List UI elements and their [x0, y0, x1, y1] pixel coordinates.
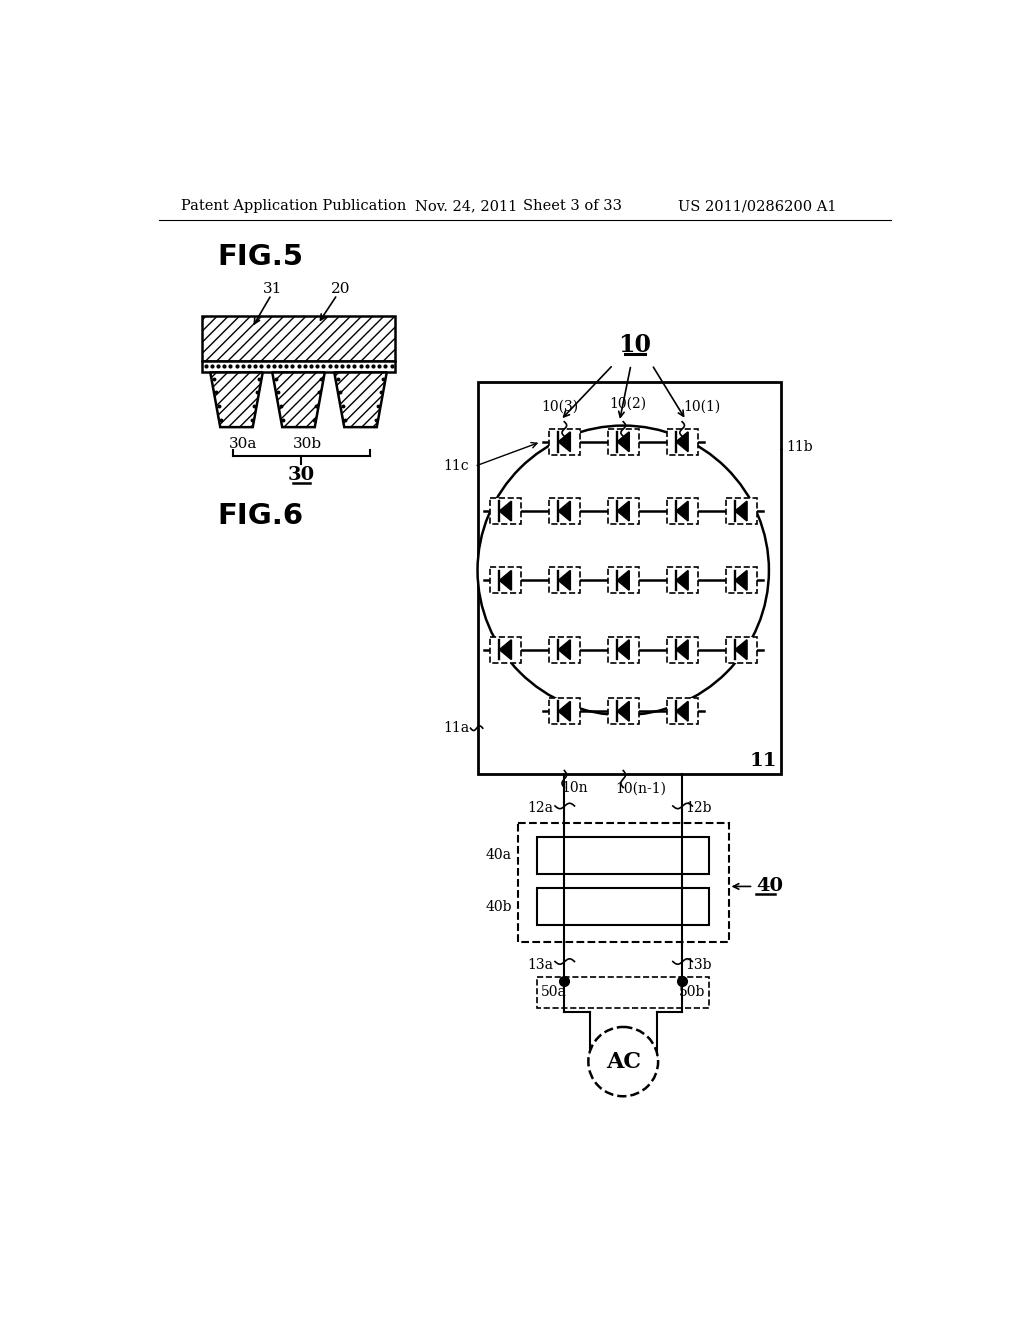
- Text: US 2011/0286200 A1: US 2011/0286200 A1: [678, 199, 837, 213]
- Text: Sheet 3 of 33: Sheet 3 of 33: [523, 199, 623, 213]
- Polygon shape: [617, 570, 629, 590]
- Text: 13a: 13a: [527, 958, 553, 973]
- Bar: [726, 636, 757, 663]
- Text: 10(1): 10(1): [684, 400, 721, 413]
- Bar: [518, 822, 729, 942]
- Bar: [607, 698, 639, 725]
- Text: FIG.6: FIG.6: [217, 503, 303, 531]
- Polygon shape: [500, 570, 511, 590]
- Polygon shape: [735, 570, 746, 590]
- Bar: [607, 429, 639, 455]
- Text: 12a: 12a: [527, 800, 553, 814]
- Text: 13b: 13b: [685, 958, 712, 973]
- Text: FIG.5: FIG.5: [217, 243, 303, 271]
- Polygon shape: [735, 502, 746, 521]
- Text: 31: 31: [263, 282, 283, 296]
- Text: 11: 11: [750, 751, 777, 770]
- Polygon shape: [676, 640, 688, 660]
- Bar: [667, 636, 697, 663]
- Text: 40: 40: [757, 878, 783, 895]
- Bar: [549, 429, 580, 455]
- Polygon shape: [558, 701, 570, 721]
- Bar: [607, 636, 639, 663]
- Polygon shape: [617, 701, 629, 721]
- Polygon shape: [500, 502, 511, 521]
- Bar: [549, 498, 580, 524]
- Bar: [726, 498, 757, 524]
- Bar: [726, 568, 757, 594]
- Polygon shape: [558, 640, 570, 660]
- Polygon shape: [617, 502, 629, 521]
- Bar: [549, 698, 580, 725]
- Polygon shape: [676, 570, 688, 590]
- Polygon shape: [334, 372, 387, 428]
- Bar: [667, 698, 697, 725]
- Bar: [489, 636, 521, 663]
- Bar: [489, 568, 521, 594]
- Text: 40b: 40b: [485, 900, 512, 913]
- Bar: [607, 568, 639, 594]
- Text: Patent Application Publication: Patent Application Publication: [180, 199, 407, 213]
- Polygon shape: [210, 372, 263, 428]
- Text: 50b: 50b: [679, 985, 706, 999]
- Bar: [607, 498, 639, 524]
- Text: 11c: 11c: [443, 459, 469, 474]
- Polygon shape: [676, 432, 688, 451]
- Bar: [202, 360, 395, 372]
- Bar: [549, 636, 580, 663]
- Text: 10(3): 10(3): [541, 400, 579, 413]
- Polygon shape: [558, 570, 570, 590]
- Polygon shape: [617, 432, 629, 451]
- Text: 20: 20: [332, 282, 351, 296]
- Text: 30a: 30a: [228, 437, 257, 451]
- Polygon shape: [676, 701, 688, 721]
- Text: 12b: 12b: [685, 800, 712, 814]
- Text: 50a: 50a: [541, 985, 567, 999]
- Text: 11b: 11b: [786, 440, 813, 454]
- Text: 10(n-1): 10(n-1): [615, 781, 667, 795]
- Polygon shape: [735, 640, 746, 660]
- Text: 30b: 30b: [293, 437, 323, 451]
- Polygon shape: [558, 502, 570, 521]
- Text: 10(2): 10(2): [609, 396, 646, 411]
- Text: AC: AC: [606, 1051, 641, 1073]
- Bar: [538, 888, 710, 925]
- Text: 40a: 40a: [485, 849, 512, 862]
- Polygon shape: [676, 502, 688, 521]
- Polygon shape: [617, 640, 629, 660]
- Bar: [478, 381, 780, 775]
- Bar: [667, 498, 697, 524]
- Bar: [538, 977, 710, 1007]
- Polygon shape: [558, 432, 570, 451]
- Circle shape: [589, 1027, 658, 1096]
- Text: Nov. 24, 2011: Nov. 24, 2011: [415, 199, 517, 213]
- Text: 10n: 10n: [561, 781, 588, 795]
- Bar: [549, 568, 580, 594]
- Polygon shape: [272, 372, 325, 428]
- Bar: [667, 568, 697, 594]
- Bar: [538, 837, 710, 874]
- Bar: [202, 317, 395, 360]
- Text: 10: 10: [618, 333, 651, 356]
- Text: 11a: 11a: [443, 721, 470, 735]
- Bar: [489, 498, 521, 524]
- Polygon shape: [500, 640, 511, 660]
- Bar: [667, 429, 697, 455]
- Circle shape: [477, 425, 769, 715]
- Text: 30: 30: [288, 466, 314, 484]
